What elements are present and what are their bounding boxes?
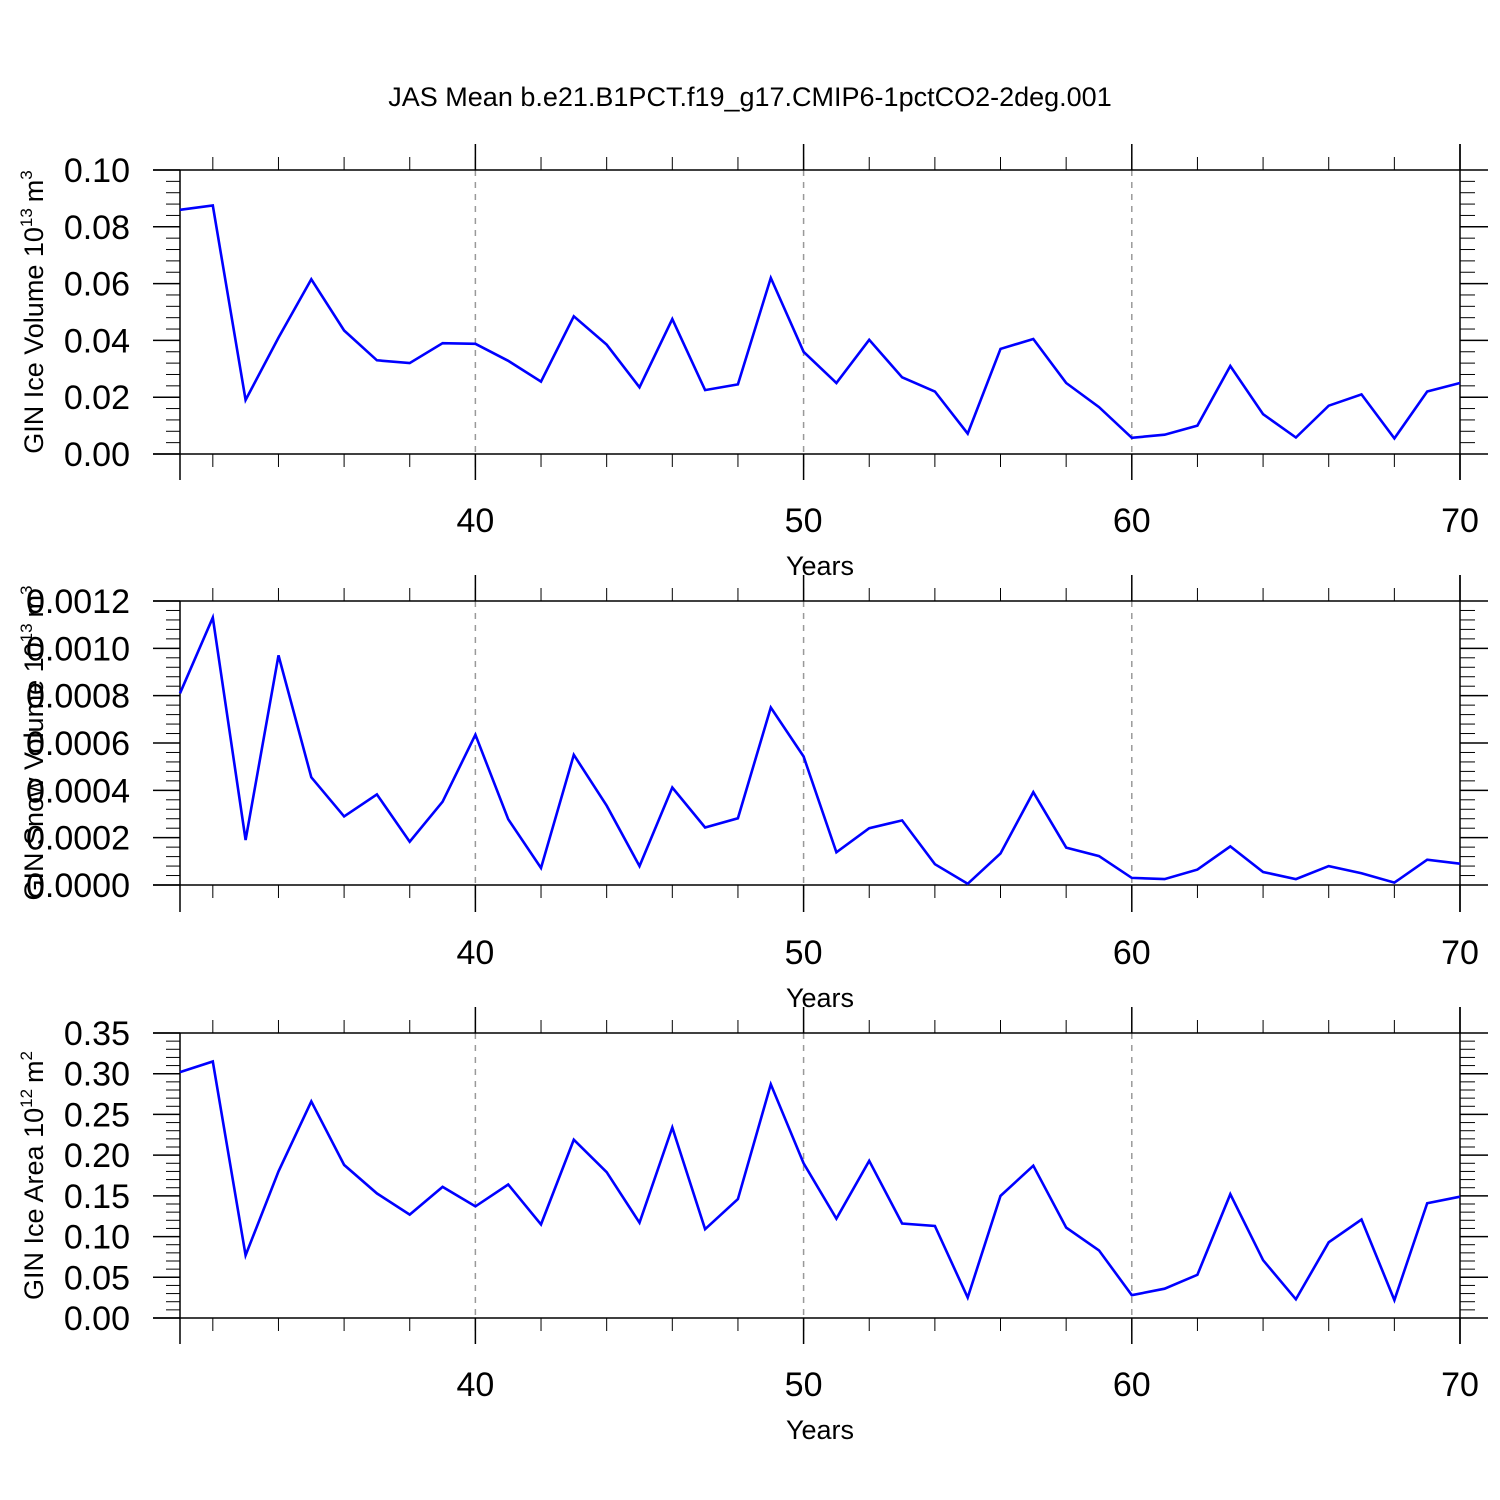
chart-title: JAS Mean b.e21.B1PCT.f19_g17.CMIP6-1pctC… bbox=[388, 82, 1111, 112]
y-tick-label: 0.08 bbox=[64, 209, 130, 247]
x-tick-label: 70 bbox=[1441, 502, 1479, 540]
y-axis-label-unit: m bbox=[19, 595, 49, 618]
x-tick-label: 50 bbox=[785, 502, 823, 540]
panel-2: 40 50 60 70 0.0000 0.0002 0.0004 0.0006 0.0008 0.… bbox=[17, 575, 1488, 1013]
x-tick-label: 60 bbox=[1113, 934, 1151, 972]
series-line bbox=[179, 204, 1461, 441]
y-tick-label: 0.10 bbox=[64, 152, 130, 190]
y-tick-label: 0.0012 bbox=[26, 583, 130, 621]
y-tick-label: 0.0008 bbox=[26, 678, 130, 716]
x-tick-label: 70 bbox=[1441, 1366, 1479, 1404]
y-tick-label: 0.0004 bbox=[26, 772, 130, 810]
panel-1: 40 50 60 70 0.00 0.02 0.04 0.06 0.08 0.10 GIN Ice … bbox=[17, 144, 1488, 581]
y-axis-label-unit-exponent: 3 bbox=[17, 170, 36, 179]
y-tick-label: 0.04 bbox=[64, 322, 130, 360]
x-tick-label: 40 bbox=[456, 1366, 494, 1404]
x-axis-label: Years bbox=[786, 1415, 854, 1445]
y-tick-label: 0.0000 bbox=[26, 867, 130, 905]
y-axis-label-text: GIN Snow Volume 10 bbox=[19, 642, 49, 900]
y-axis-label-exponent: 13 bbox=[17, 623, 36, 642]
x-tick-label: 40 bbox=[456, 934, 494, 972]
y-axis-label-unit-exponent: 3 bbox=[17, 585, 36, 594]
x-tick-label: 60 bbox=[1113, 1366, 1151, 1404]
y-tick-label: 0.35 bbox=[64, 1015, 130, 1053]
series-line bbox=[179, 1059, 1461, 1304]
y-tick-label: 0.10 bbox=[64, 1219, 130, 1257]
series-line bbox=[178, 612, 1461, 886]
y-tick-label: 0.00 bbox=[64, 1300, 130, 1338]
panels: 40 50 60 70 0.00 0.02 0.04 0.06 0.08 0.10 GIN Ice … bbox=[17, 144, 1488, 1445]
x-tick-label: 40 bbox=[456, 502, 494, 540]
x-axis-label: Years bbox=[786, 983, 854, 1013]
y-axis-label: GIN Ice Area 1012 m2 bbox=[17, 1051, 49, 1300]
y-tick-label: 0.02 bbox=[64, 379, 130, 417]
y-tick-label: 0.0002 bbox=[26, 820, 130, 858]
y-tick-label: 0.25 bbox=[64, 1096, 130, 1134]
y-tick-label: 0.0006 bbox=[26, 725, 130, 763]
y-tick-label: 0.00 bbox=[64, 436, 130, 474]
y-axis-label-unit: m bbox=[19, 180, 49, 203]
y-tick-label: 0.20 bbox=[64, 1137, 130, 1175]
y-tick-label: 0.15 bbox=[64, 1178, 130, 1216]
y-axis-label-exponent: 12 bbox=[17, 1089, 36, 1108]
y-axis-label-exponent: 13 bbox=[17, 208, 36, 227]
y-tick-label: 0.05 bbox=[64, 1259, 130, 1297]
y-axis-label-text: GIN Ice Volume 10 bbox=[19, 227, 49, 454]
x-tick-label: 60 bbox=[1113, 502, 1151, 540]
y-tick-label: 0.0010 bbox=[26, 630, 130, 668]
x-axis-label: Years bbox=[786, 551, 854, 581]
y-axis-label-text: GIN Ice Area 10 bbox=[19, 1108, 49, 1300]
y-axis-label-unit: m bbox=[19, 1060, 49, 1083]
x-tick-label: 70 bbox=[1441, 934, 1479, 972]
y-axis-label: GIN Ice Volume 1013 m3 bbox=[17, 170, 49, 454]
y-tick-label: 0.30 bbox=[64, 1056, 130, 1094]
y-tick-label: 0.06 bbox=[64, 266, 130, 304]
x-tick-label: 50 bbox=[785, 1366, 823, 1404]
panel-3: 40 50 60 70 0.000.050.100.150.200.250.300.35… bbox=[17, 1007, 1488, 1445]
y-axis-label: GIN Snow Volume 1013 m3 bbox=[17, 585, 49, 900]
x-tick-label: 50 bbox=[785, 934, 823, 972]
y-axis-label-unit-exponent: 2 bbox=[17, 1051, 36, 1060]
